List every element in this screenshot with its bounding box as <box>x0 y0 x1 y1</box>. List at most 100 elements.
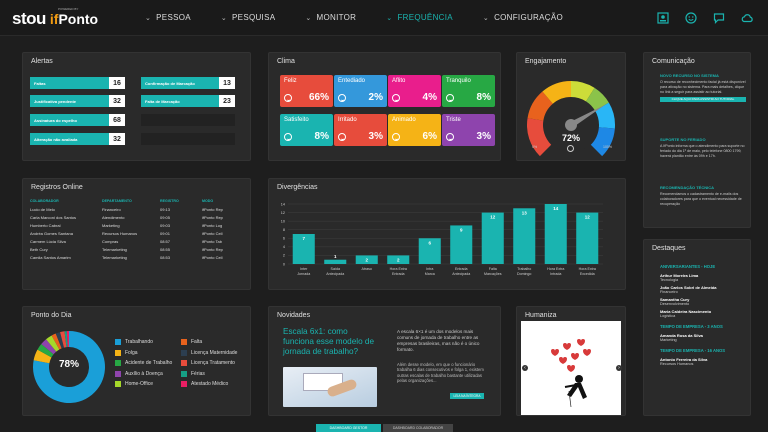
bar[interactable] <box>576 212 599 264</box>
carousel-prev-icon[interactable]: ‹ <box>522 365 528 371</box>
donut-slice[interactable] <box>51 333 62 350</box>
bar-value-label: 13 <box>522 210 528 215</box>
comm-heading: NOVO RECURSO NO SISTEMA <box>660 73 719 78</box>
col-colaborador: COLABORADOR <box>30 199 59 203</box>
clima-animado[interactable]: Animado 6% <box>388 114 441 146</box>
legend-item: Licença Tratamento <box>181 360 235 366</box>
nav-item-configuracao[interactable]: ⌄ CONFIGURAÇÃO <box>482 13 563 22</box>
bar[interactable] <box>387 255 410 264</box>
bar[interactable] <box>292 234 315 264</box>
bar[interactable] <box>544 204 567 264</box>
table-row[interactable]: Andréa Gomes Santana Recursos Humanos 09:0… <box>30 229 245 237</box>
table-cell: Andréa Gomes Santana <box>30 230 73 236</box>
alert-faltas[interactable]: Faltas 16 <box>30 77 125 89</box>
alert-falta-marcacao[interactable]: Falta de Marcação 23 <box>141 95 235 107</box>
chat-icon[interactable] <box>712 11 726 25</box>
destaque-person[interactable]: Arthur Moreira Lima Tecnologia <box>660 273 746 282</box>
humaniza-image <box>521 321 621 415</box>
destaque-heading: TEMPO DE EMPRESA - 16 ANOS <box>660 348 726 353</box>
comm-text: Recomendamos o cadastramento de e-mails … <box>660 192 742 206</box>
bar[interactable] <box>513 208 536 264</box>
nav-item-pessoa[interactable]: ⌄ PESSOA <box>145 13 191 22</box>
legend-swatch <box>181 339 187 345</box>
nav-item-monitor[interactable]: ⌄ MONITOR <box>305 13 357 22</box>
ponto-donut-chart <box>33 331 106 403</box>
nav-item-frequencia[interactable]: ⌄ FREQUÊNCIA <box>386 13 453 22</box>
donut-slice[interactable] <box>33 349 52 364</box>
destaque-person[interactable]: Antonio Ferreira da Silva Recursos Humano… <box>660 357 746 366</box>
alert-assinatura[interactable]: Assinatura do espelho 68 <box>30 114 125 126</box>
legend-label: Acidente de Trabalho <box>125 360 173 366</box>
clima-aflito[interactable]: Aflito 4% <box>388 75 441 107</box>
gauge-segment <box>527 91 553 121</box>
donut-slice[interactable] <box>41 339 57 355</box>
donut-slice[interactable] <box>46 335 60 352</box>
alert-count: 32 <box>109 95 125 107</box>
bar-value-label: 2 <box>397 257 400 262</box>
smile-icon[interactable] <box>684 11 698 25</box>
table-row[interactable]: Camila Santos Amarim Telemarketing 08:53 if… <box>30 253 245 261</box>
novidades-headline[interactable]: Escala 6x1: como funciona esse modelo de… <box>283 327 375 356</box>
bar[interactable] <box>481 212 504 264</box>
tab-dashboard-gestor[interactable]: DASHBOARD GESTOR <box>316 424 381 432</box>
person-dept: Marketing <box>660 338 677 342</box>
novidades-text2: Além desse modelo, em que o funcionário … <box>397 362 484 384</box>
alert-justificativa[interactable]: Justificativa pendente 32 <box>30 95 125 107</box>
table-cell: ifPonto Cell <box>202 230 223 236</box>
clima-feliz[interactable]: Feliz 66% <box>280 75 333 107</box>
legend-item: Auxílio à Doença <box>115 370 163 377</box>
destaque-person[interactable]: Maria Caldeira Nascimento Logística <box>660 309 746 318</box>
table-row[interactable]: Beth Cury Telemarketing 08:55 ifPonto Rep <box>30 245 245 253</box>
alert-alteracao[interactable]: Alteração não avaliada 32 <box>30 133 125 145</box>
top-bar: stou POWERED BY ifPonto ⌄ PESSOA ⌄ PESQUIS… <box>0 0 768 36</box>
registros-table: COLABORADOR DEPARTAMENTO REGISTRO MODO L… <box>30 197 245 261</box>
x-category-label: Marcações <box>484 272 502 276</box>
table-row[interactable]: Carmem Lúcia Silva Compras 08:57 ifPonto Ta… <box>30 237 245 245</box>
ponto-title: Ponto do Dia <box>31 312 72 319</box>
table-row[interactable]: Humberto Cabral Marketing 09:03 ifPonto Log <box>30 221 245 229</box>
clima-entediado[interactable]: Entediado 2% <box>334 75 387 107</box>
legend-label: Férias <box>191 370 205 377</box>
comunicacao-panel: Comunicação NOVO RECURSO NO SISTEMA O re… <box>643 52 751 228</box>
bar[interactable] <box>324 259 347 264</box>
table-cell: 08:53 <box>160 254 171 260</box>
clima-irritado[interactable]: Irritado 3% <box>334 114 387 146</box>
table-cell: Carmem Lúcia Silva <box>30 238 66 244</box>
bar[interactable] <box>355 255 378 264</box>
destaque-person[interactable]: Samantha Cury Desenvolvimento <box>660 297 746 306</box>
donut-slice[interactable] <box>37 344 54 358</box>
bar-value-label: 14 <box>553 206 559 211</box>
destaque-person[interactable]: Amanda Rosa da Silva Marketing <box>660 333 746 342</box>
cloud-icon[interactable] <box>740 11 754 25</box>
col-departamento: DEPARTAMENTO <box>102 199 132 203</box>
table-cell: Compras <box>102 238 119 244</box>
donut-slice[interactable] <box>55 332 65 349</box>
clima-triste[interactable]: Triste 3% <box>442 114 495 146</box>
clima-tranquilo[interactable]: Tranquilo 8% <box>442 75 495 107</box>
donut-slice[interactable] <box>60 331 67 348</box>
bar[interactable] <box>418 238 441 264</box>
donut-slice[interactable] <box>66 331 69 348</box>
comm-tutorial-button[interactable]: CLIQUE AQUI PARA ASSISTIR AO TUTORIAL <box>660 96 746 102</box>
table-row[interactable]: Carla Marconi dos Santos Atendimento 09:05… <box>30 213 245 221</box>
donut-slice[interactable] <box>33 331 106 403</box>
gauge-value: 72% <box>561 133 580 143</box>
destaque-heading: ANIVERSARIANTES - HOJE <box>660 264 716 269</box>
alert-confirmacao[interactable]: Confirmação de Marcação 13 <box>141 77 235 89</box>
table-row[interactable]: Lucio de Melo Financeiro 09:13 ifPonto Rep <box>30 205 245 213</box>
carousel-next-icon[interactable]: › <box>616 365 622 371</box>
x-category-label: Jornada <box>297 272 310 276</box>
bar[interactable] <box>450 225 473 264</box>
brand-logo[interactable]: stou POWERED BY ifPonto <box>12 7 98 29</box>
y-tick-label: 14 <box>281 202 285 206</box>
donut-slice[interactable] <box>64 331 68 348</box>
nav-item-pesquisa[interactable]: ⌄ PESQUISA <box>220 13 276 22</box>
chevron-down-icon: ⌄ <box>482 14 490 22</box>
tab-dashboard-colaborador[interactable]: DASHBOARD COLABORADOR <box>383 424 453 432</box>
clima-satisfeito[interactable]: Satisfeito 8% <box>280 114 333 146</box>
alertas-title: Alertas <box>31 58 53 65</box>
novidades-read-button[interactable]: LEIA NA ÍNTEGRA <box>450 393 484 399</box>
destaque-person[interactable]: João Carlos Sobrl de Almeida Financeiro <box>660 285 746 294</box>
profile-card-icon[interactable] <box>656 11 670 25</box>
person-dept: Logística <box>660 314 676 318</box>
